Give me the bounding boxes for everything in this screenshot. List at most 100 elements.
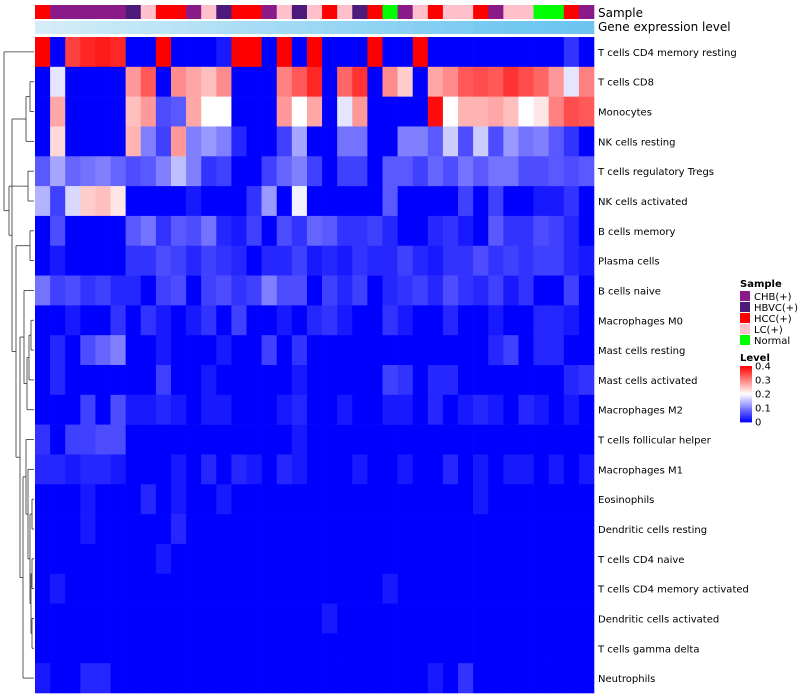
heatmap-cell: [367, 573, 383, 604]
heatmap-cell: [458, 633, 474, 664]
row-label: T cells CD4 naive: [597, 555, 684, 566]
heatmap-cell: [291, 484, 308, 515]
heatmap-cell: [473, 215, 489, 247]
level-annotation-label: Gene expression level: [598, 20, 731, 34]
heatmap-cell: [306, 663, 323, 694]
heatmap-cell: [548, 365, 565, 396]
heatmap-cell: [382, 126, 398, 157]
level-annotation-cell: [95, 21, 111, 34]
heatmap-cell: [503, 335, 519, 366]
sample-annotation-cell: [110, 5, 126, 19]
heatmap-cell: [503, 66, 519, 97]
heatmap-cell: [563, 514, 580, 545]
heatmap-cell: [186, 543, 202, 575]
heatmap-cell: [458, 126, 474, 157]
heatmap-cell: [442, 156, 459, 187]
heatmap-cell: [518, 215, 534, 247]
heatmap-cell: [473, 335, 489, 366]
heatmap-cell: [110, 633, 126, 664]
heatmap-cell: [548, 37, 565, 68]
sample-annotation-cell: [35, 5, 51, 19]
heatmap-cell: [246, 335, 262, 366]
heatmap-cell: [246, 66, 262, 97]
row-label: T cells gamma delta: [597, 644, 699, 655]
heatmap-cell: [80, 186, 96, 217]
heatmap-cell: [412, 156, 429, 187]
heatmap-cell: [246, 603, 262, 634]
heatmap-cell: [291, 156, 308, 187]
sample-annotation-cell: [95, 5, 111, 19]
heatmap-cell: [170, 365, 187, 396]
heatmap-cell: [80, 484, 96, 515]
heatmap-cell: [533, 186, 549, 217]
heatmap-cell: [95, 514, 111, 545]
heatmap-cell: [110, 245, 126, 276]
heatmap-cell: [548, 245, 565, 276]
heatmap-cell: [306, 603, 323, 634]
heatmap-cell: [80, 633, 96, 664]
heatmap-cell: [65, 514, 81, 545]
heatmap-cell: [458, 484, 474, 515]
heatmap-cell: [231, 633, 247, 664]
heatmap-cell: [140, 186, 157, 217]
heatmap-cell: [578, 37, 595, 68]
heatmap-cell: [125, 275, 142, 306]
heatmap-cell: [95, 275, 111, 306]
heatmap-cell: [578, 335, 595, 366]
heatmap-cell: [563, 603, 580, 634]
heatmap-cell: [231, 573, 247, 604]
heatmap-cell: [231, 484, 247, 515]
heatmap-cell: [352, 96, 368, 127]
heatmap-cell: [246, 365, 262, 396]
row-labels: T cells CD4 memory resting T cells CD8 Mon…: [597, 48, 749, 685]
heatmap-cell: [352, 156, 368, 187]
heatmap-cell: [488, 394, 504, 425]
heatmap-cell: [291, 394, 308, 425]
heatmap-cell: [578, 126, 595, 157]
heatmap-cell: [563, 454, 580, 485]
heatmap-cell: [186, 484, 202, 515]
heatmap-cell: [95, 305, 111, 336]
heatmap-cell: [548, 424, 565, 455]
level-annotation-cell: [458, 21, 474, 34]
level-legend-gradient-step: [740, 389, 752, 392]
level-annotation-cell: [231, 21, 247, 34]
heatmap-cell: [65, 96, 81, 127]
heatmap-cell: [488, 66, 504, 97]
heatmap-cell: [412, 186, 429, 217]
heatmap-cell: [412, 603, 429, 634]
heatmap-cell: [110, 215, 126, 247]
heatmap-cell: [352, 245, 368, 276]
heatmap-cell: [110, 573, 126, 604]
heatmap-cell: [518, 245, 534, 276]
level-legend-gradient-step: [740, 417, 752, 420]
heatmap-cell: [352, 275, 368, 306]
heatmap-cell: [186, 633, 202, 664]
heatmap-cell: [140, 126, 157, 157]
heatmap-cell: [442, 245, 459, 276]
heatmap-cell: [95, 484, 111, 515]
heatmap-cell: [397, 156, 414, 187]
level-annotation-cell: [35, 21, 51, 34]
heatmap-cell: [503, 305, 519, 336]
heatmap-cell: [442, 365, 459, 396]
heatmap-cell: [427, 633, 444, 664]
heatmap-cell: [125, 514, 142, 545]
heatmap-cell: [110, 335, 126, 366]
heatmap-cell: [442, 186, 459, 217]
sample-annotation-cell: [442, 5, 459, 19]
heatmap-cell: [246, 245, 262, 276]
heatmap-cell: [170, 215, 187, 247]
heatmap-cell: [306, 186, 323, 217]
sample-legend-swatch: [740, 291, 750, 301]
heatmap-cell: [216, 126, 232, 157]
heatmap-cell: [503, 514, 519, 545]
heatmap-cell: [261, 305, 278, 336]
heatmap-cell: [95, 156, 111, 187]
heatmap-cell: [65, 424, 81, 455]
sample-annotation-cell: [186, 5, 202, 19]
sample-annotation-cell: [473, 5, 489, 19]
sample-legend: Sample CHB(+)HBVC(+)HCC(+)LC(+)Normal: [740, 279, 798, 347]
heatmap-cell: [352, 603, 368, 634]
sample-annotation-cell: [170, 5, 187, 19]
